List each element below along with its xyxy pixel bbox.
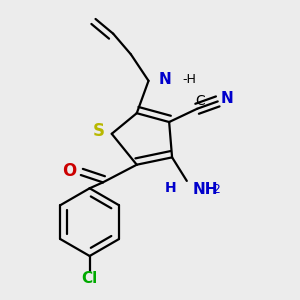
Text: NH: NH — [193, 182, 218, 197]
Text: N: N — [158, 72, 171, 87]
Text: C: C — [195, 94, 205, 108]
Text: -H: -H — [182, 73, 196, 86]
Text: 2: 2 — [212, 183, 220, 196]
Text: S: S — [92, 122, 104, 140]
Text: H: H — [165, 181, 176, 195]
Text: N: N — [220, 91, 233, 106]
Text: O: O — [62, 162, 76, 180]
Text: Cl: Cl — [82, 272, 98, 286]
